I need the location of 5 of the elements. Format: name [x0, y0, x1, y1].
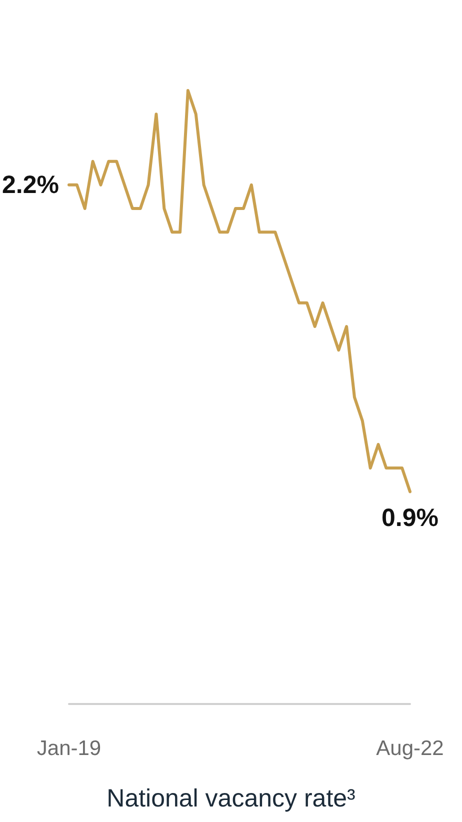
x-tick-label: Jan-19 [36, 737, 102, 760]
data-label: 2.2% [2, 170, 59, 199]
x-tick-label: Aug-22 [376, 737, 444, 760]
data-label: 0.9% [382, 504, 438, 532]
text: National vacancy rate³ [106, 784, 356, 812]
